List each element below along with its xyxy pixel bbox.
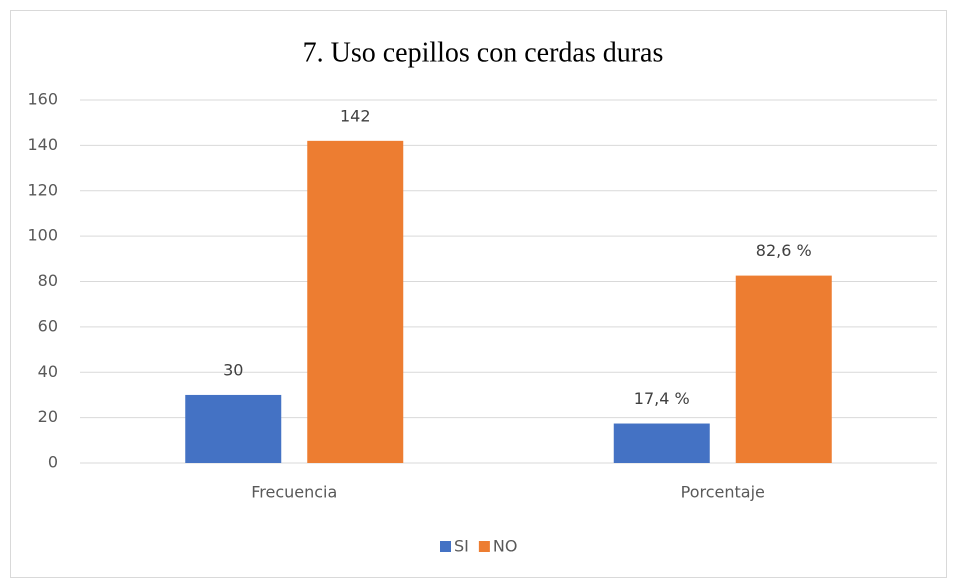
- y-tick-label: 120: [27, 180, 58, 199]
- x-tick-label: Frecuencia: [251, 483, 337, 502]
- chart-title: 7. Uso cepillos con cerdas duras: [303, 37, 664, 68]
- bar: [185, 394, 282, 463]
- value-label: 82,6 %: [756, 241, 812, 260]
- x-tick-label: Porcentaje: [681, 483, 765, 502]
- legend-label: SI: [454, 537, 469, 556]
- legend-label: NO: [493, 537, 518, 556]
- legend-swatch: [440, 541, 451, 552]
- y-tick-label: 0: [48, 453, 58, 472]
- bar: [735, 275, 832, 463]
- bar: [307, 140, 404, 463]
- value-label: 142: [340, 106, 371, 125]
- y-tick-label: 100: [27, 226, 58, 245]
- y-tick-label: 40: [38, 362, 58, 381]
- y-tick-label: 160: [27, 90, 58, 109]
- legend-swatch: [478, 541, 490, 552]
- value-label: 30: [223, 360, 243, 379]
- y-tick-label: 140: [27, 135, 58, 154]
- value-label: 17,4 %: [634, 389, 690, 408]
- y-tick-label: 60: [38, 316, 58, 335]
- y-tick-label: 80: [38, 271, 58, 290]
- bar: [613, 423, 710, 463]
- y-tick-label: 20: [38, 407, 58, 426]
